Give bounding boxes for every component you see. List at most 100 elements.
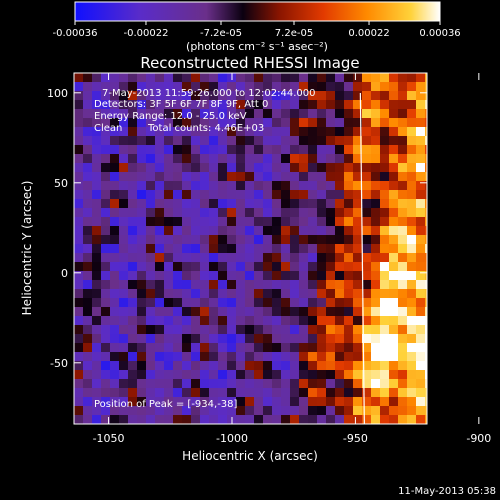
heatmap-cell: [173, 181, 182, 190]
heatmap-cell: [182, 91, 191, 100]
heatmap-cell: [299, 397, 308, 406]
heatmap-cell: [308, 172, 317, 181]
heatmap-cell: [209, 235, 218, 244]
heatmap-cell: [200, 289, 209, 298]
heatmap-cell: [398, 343, 407, 352]
heatmap-cell: [398, 154, 407, 163]
heatmap-cell: [110, 118, 119, 127]
heatmap-cell: [227, 361, 236, 370]
heatmap-cell: [164, 244, 173, 253]
heatmap-cell: [371, 217, 380, 226]
heatmap-cell: [344, 388, 353, 397]
heatmap-cell: [164, 397, 173, 406]
heatmap-cell: [182, 244, 191, 253]
heatmap-cell: [380, 172, 389, 181]
heatmap-cell: [155, 244, 164, 253]
heatmap-cell: [371, 370, 380, 379]
heatmap-cell: [200, 127, 209, 136]
heatmap-cell: [299, 334, 308, 343]
heatmap-cell: [92, 415, 101, 424]
heatmap-cell: [227, 316, 236, 325]
heatmap-cell: [335, 388, 344, 397]
heatmap-cell: [200, 298, 209, 307]
heatmap-cell: [416, 397, 425, 406]
heatmap-cell: [281, 280, 290, 289]
heatmap-cell: [200, 343, 209, 352]
heatmap-cell: [272, 406, 281, 415]
heatmap-cell: [425, 118, 427, 127]
heatmap-cell: [308, 307, 317, 316]
heatmap-cell: [200, 154, 209, 163]
heatmap-cell: [290, 298, 299, 307]
y-tick-label: -50: [50, 357, 68, 370]
heatmap-cell: [227, 298, 236, 307]
heatmap-cell: [362, 289, 371, 298]
heatmap-cell: [119, 262, 128, 271]
heatmap-cell: [83, 352, 92, 361]
heatmap-cell: [146, 127, 155, 136]
heatmap-cell: [272, 361, 281, 370]
heatmap-cell: [155, 280, 164, 289]
heatmap-cell: [164, 109, 173, 118]
heatmap-cell: [101, 253, 110, 262]
heatmap-cell: [146, 226, 155, 235]
heatmap-cell: [344, 208, 353, 217]
heatmap-cell: [137, 388, 146, 397]
heatmap-cell: [326, 154, 335, 163]
heatmap-cell: [200, 334, 209, 343]
heatmap-cell: [263, 415, 272, 424]
heatmap-cell: [173, 307, 182, 316]
heatmap-cell: [407, 307, 416, 316]
heatmap-cell: [119, 100, 128, 109]
heatmap-cell: [173, 172, 182, 181]
heatmap-cell: [110, 73, 119, 82]
heatmap-cell: [389, 172, 398, 181]
heatmap-cell: [101, 235, 110, 244]
heatmap-cell: [209, 127, 218, 136]
heatmap-cell: [299, 127, 308, 136]
heatmap-cell: [353, 415, 362, 424]
heatmap-cell: [128, 82, 137, 91]
heatmap-cell: [380, 334, 389, 343]
heatmap-cell: [326, 172, 335, 181]
heatmap-cell: [110, 145, 119, 154]
heatmap-cell: [317, 145, 326, 154]
heatmap-cell: [173, 199, 182, 208]
heatmap-cell: [371, 145, 380, 154]
heatmap-cell: [425, 217, 427, 226]
heatmap-cell: [236, 316, 245, 325]
heatmap-cell: [398, 172, 407, 181]
heatmap-cell: [308, 154, 317, 163]
heatmap-cell: [164, 163, 173, 172]
heatmap-cell: [389, 325, 398, 334]
heatmap-cell: [362, 73, 371, 82]
heatmap-cell: [407, 244, 416, 253]
heatmap-cell: [74, 388, 83, 397]
heatmap-cell: [218, 235, 227, 244]
heatmap-cell: [155, 262, 164, 271]
heatmap-cell: [263, 82, 272, 91]
heatmap-cell: [200, 208, 209, 217]
heatmap-cell: [83, 343, 92, 352]
heatmap-cell: [272, 262, 281, 271]
heatmap-cell: [110, 217, 119, 226]
heatmap-cell: [416, 208, 425, 217]
heatmap-cell: [182, 217, 191, 226]
heatmap-cell: [281, 163, 290, 172]
heatmap-cell: [209, 244, 218, 253]
heatmap-cell: [182, 73, 191, 82]
heatmap-cell: [128, 280, 137, 289]
heatmap-cell: [92, 370, 101, 379]
heatmap-cell: [299, 406, 308, 415]
heatmap-cell: [344, 82, 353, 91]
heatmap-cell: [92, 406, 101, 415]
heatmap-cell: [290, 100, 299, 109]
heatmap-cell: [191, 280, 200, 289]
heatmap-cell: [101, 73, 110, 82]
heatmap-cell: [164, 190, 173, 199]
heatmap-cell: [146, 325, 155, 334]
heatmap-cell: [110, 154, 119, 163]
heatmap-cell: [164, 361, 173, 370]
heatmap-cell: [317, 280, 326, 289]
heatmap-cell: [290, 235, 299, 244]
